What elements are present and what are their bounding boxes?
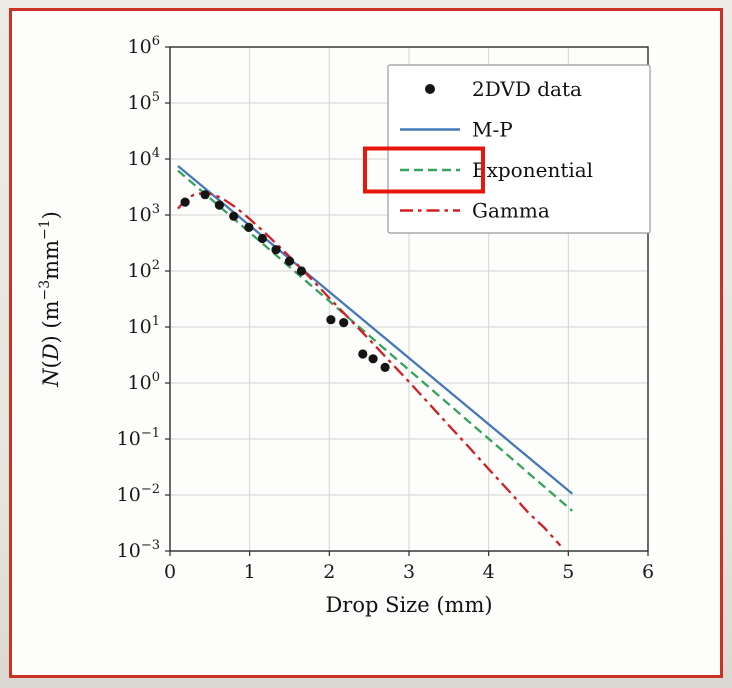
legend-label: M-P <box>472 118 513 142</box>
x-tick-label: 1 <box>244 561 256 583</box>
legend-marker-swatch <box>425 84 435 94</box>
y-tick-label: 101 <box>128 314 160 338</box>
y-axis-label: N(D) (m−3mm−1) <box>37 211 63 388</box>
y-tick-label: 105 <box>128 90 160 114</box>
legend-label: 2DVD data <box>472 77 582 101</box>
y-tick-label: 106 <box>128 34 160 58</box>
legend-label: Gamma <box>472 199 550 223</box>
x-tick-label: 6 <box>642 561 654 583</box>
x-tick-label: 4 <box>483 561 495 583</box>
series-line-exponential <box>177 169 574 512</box>
y-tick-label: 102 <box>128 258 160 282</box>
x-tick-label: 2 <box>323 561 335 583</box>
slide-frame: 0 1 2 3 4 5 6 106 105 104 103 102 101 100 10−1 10−2 10−3… <box>9 8 723 678</box>
x-tick-label: 5 <box>562 561 574 583</box>
y-tick-label: 100 <box>128 370 160 394</box>
y-tick-label: 103 <box>128 202 160 226</box>
x-tick-label: 3 <box>403 561 415 583</box>
legend-highlight-box <box>363 146 485 194</box>
legend-label: Exponential <box>472 158 593 182</box>
x-tick-label: 0 <box>164 561 176 583</box>
axis-ticks <box>165 46 649 556</box>
x-axis-label: Drop Size (mm) <box>325 593 492 617</box>
series-line-m-p <box>177 165 574 495</box>
y-tick-label: 10−3 <box>117 538 160 562</box>
drop-size-distribution-chart: 0 1 2 3 4 5 6 106 105 104 103 102 101 100 10−1 10−2 10−3… <box>37 34 654 617</box>
scatter-2dvd-data <box>180 190 390 372</box>
y-tick-label: 104 <box>128 146 160 170</box>
y-tick-label: 10−1 <box>117 426 160 450</box>
tick-labels: 0 1 2 3 4 5 6 106 105 104 103 102 101 100 10−1 10−2 10−3 <box>117 34 654 583</box>
y-tick-label: 10−2 <box>117 482 160 506</box>
series-line-gamma <box>177 192 562 547</box>
